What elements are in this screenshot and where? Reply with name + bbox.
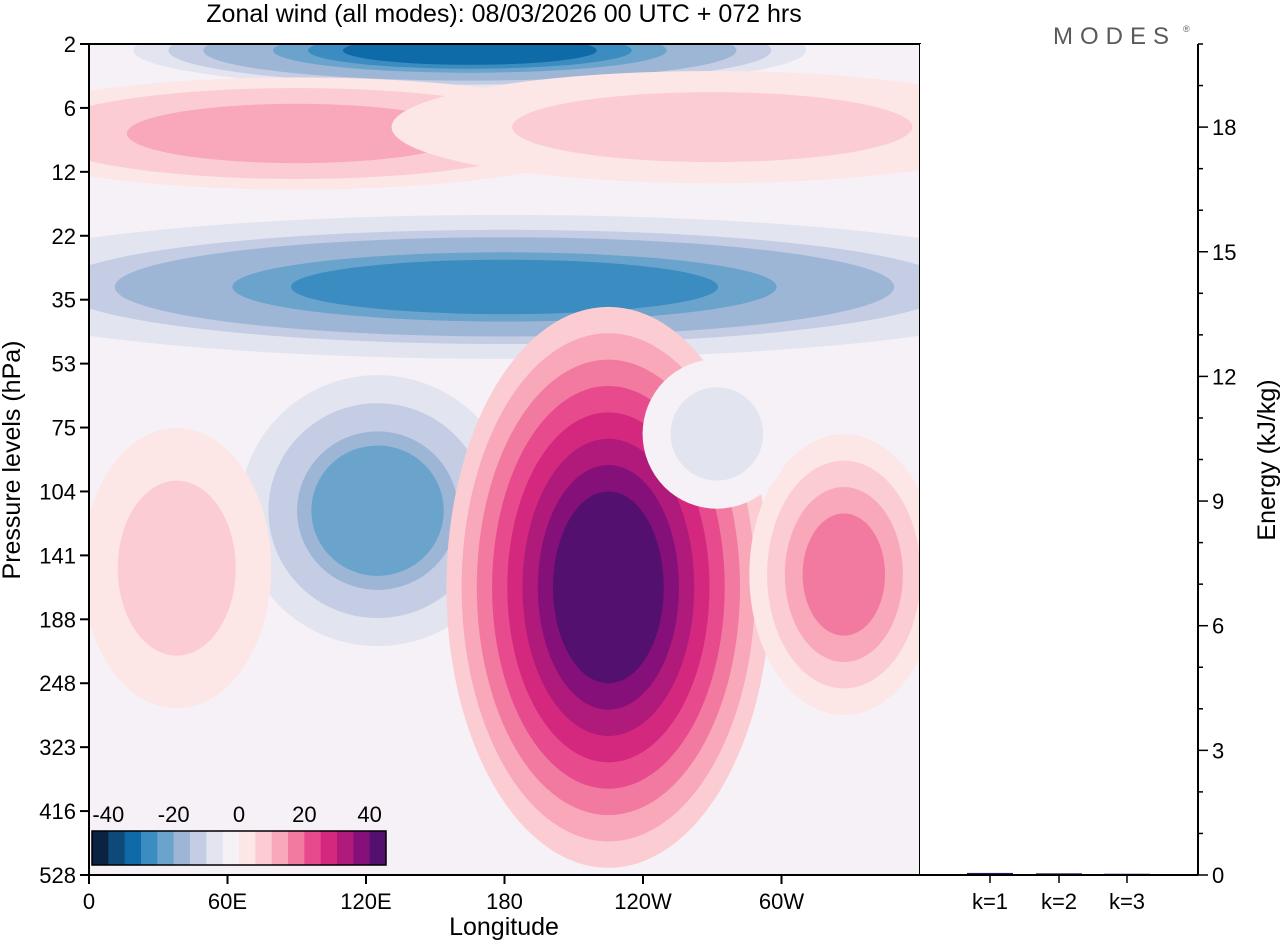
colorbar-swatch bbox=[271, 831, 289, 865]
colorbar-swatch bbox=[92, 831, 109, 865]
wind-feature bbox=[89, 428, 272, 709]
y-tick-label: 104 bbox=[39, 479, 76, 504]
x-tick-label: 120E bbox=[340, 889, 391, 914]
wind-contour bbox=[291, 259, 718, 315]
colorbar-swatch bbox=[190, 831, 207, 865]
y-tick-label: 2 bbox=[64, 32, 76, 57]
energy-panel: 0 3 6 9 12 15 18 k=1 k=2 k=3 Energy (kJ/kg) bbox=[920, 43, 1280, 914]
y-axis: 2 6 12 22 35 53 75 104 141 188 248 323 416 528 bbox=[39, 32, 89, 888]
y-axis-label: Pressure levels (hPa) bbox=[0, 341, 26, 580]
wind-contour bbox=[187, 114, 407, 153]
y-tick-label: 75 bbox=[52, 416, 76, 441]
colorbar-swatch bbox=[222, 831, 240, 865]
wind-feature bbox=[749, 434, 920, 715]
wind-contour bbox=[342, 44, 597, 65]
energy-tick-label: 18 bbox=[1212, 115, 1236, 140]
energy-axis-label: Energy (kJ/kg) bbox=[1253, 379, 1280, 540]
colorbar-swatch bbox=[353, 831, 371, 865]
x-axis: 0 60E 120E 180 120W 60W bbox=[83, 875, 804, 914]
wind-contour bbox=[811, 526, 877, 623]
x-axis-label: Longitude bbox=[449, 913, 559, 941]
wind-contour bbox=[552, 491, 664, 684]
y-tick-label: 528 bbox=[39, 863, 76, 888]
colorbar-swatch bbox=[141, 831, 158, 865]
energy-tick-label: 15 bbox=[1212, 240, 1236, 265]
y-tick-label: 323 bbox=[39, 735, 76, 760]
colorbar-swatch bbox=[320, 831, 338, 865]
y-tick-label: 22 bbox=[52, 224, 76, 249]
chart-title: Zonal wind (all modes): 08/03/2026 00 UT… bbox=[206, 0, 801, 28]
energy-tick-label: 0 bbox=[1212, 863, 1224, 888]
y-tick-label: 35 bbox=[52, 288, 76, 313]
energy-category-label: k=3 bbox=[1109, 889, 1145, 914]
colorbar-swatch bbox=[157, 831, 175, 865]
wind-contour bbox=[144, 520, 210, 617]
colorbar-swatch bbox=[288, 831, 305, 865]
y-tick-label: 12 bbox=[52, 160, 76, 185]
wind-contour bbox=[602, 107, 822, 147]
energy-tick-label: 12 bbox=[1212, 364, 1236, 389]
y-tick-label: 188 bbox=[39, 607, 76, 632]
energy-tick-label: 9 bbox=[1212, 489, 1224, 514]
colorbar-tick-label: -40 bbox=[92, 802, 124, 827]
wind-feature bbox=[391, 71, 920, 184]
colorbar-swatch bbox=[337, 831, 354, 865]
energy-bar bbox=[967, 872, 1013, 875]
y-tick-label: 6 bbox=[64, 96, 76, 121]
energy-tick-label: 6 bbox=[1212, 614, 1224, 639]
wind-contour bbox=[325, 459, 430, 562]
colorbar-swatch bbox=[124, 831, 142, 865]
y-tick-label: 248 bbox=[39, 671, 76, 696]
colorbar-tick-label: 40 bbox=[357, 802, 381, 827]
colorbar-swatch bbox=[108, 831, 126, 865]
energy-category-label: k=1 bbox=[972, 889, 1008, 914]
x-tick-label: 60E bbox=[208, 889, 247, 914]
y-tick-label: 416 bbox=[39, 799, 76, 824]
colorbar-swatch bbox=[304, 831, 322, 865]
colorbar-swatch bbox=[369, 831, 387, 865]
colorbar-swatch bbox=[255, 831, 273, 865]
wind-contour bbox=[691, 408, 743, 460]
wind-feature bbox=[225, 361, 530, 661]
energy-category-label: k=2 bbox=[1041, 889, 1077, 914]
colorbar: -40 -20 0 20 40 bbox=[91, 802, 387, 866]
wind-field bbox=[89, 44, 920, 875]
wind-feature bbox=[98, 44, 842, 93]
y-tick-label: 53 bbox=[52, 352, 76, 377]
colorbar-swatch bbox=[173, 831, 191, 865]
energy-panel-background bbox=[920, 44, 1198, 875]
colorbar-tick-label: 20 bbox=[292, 802, 316, 827]
x-tick-label: 60W bbox=[759, 889, 804, 914]
wind-feature bbox=[642, 359, 792, 509]
wind-feature bbox=[89, 207, 920, 367]
colorbar-swatch bbox=[206, 831, 224, 865]
colorbar-tick-label: -20 bbox=[158, 802, 190, 827]
logo-registered-mark: ® bbox=[1183, 24, 1190, 34]
colorbar-frame bbox=[91, 830, 387, 866]
colorbar-swatch bbox=[239, 831, 256, 865]
y-tick-label: 141 bbox=[39, 543, 76, 568]
energy-tick-label: 3 bbox=[1212, 738, 1224, 763]
x-tick-label: 180 bbox=[486, 889, 523, 914]
colorbar-tick-label: 0 bbox=[233, 802, 245, 827]
x-tick-label: 0 bbox=[83, 889, 95, 914]
x-tick-label: 120W bbox=[614, 889, 672, 914]
